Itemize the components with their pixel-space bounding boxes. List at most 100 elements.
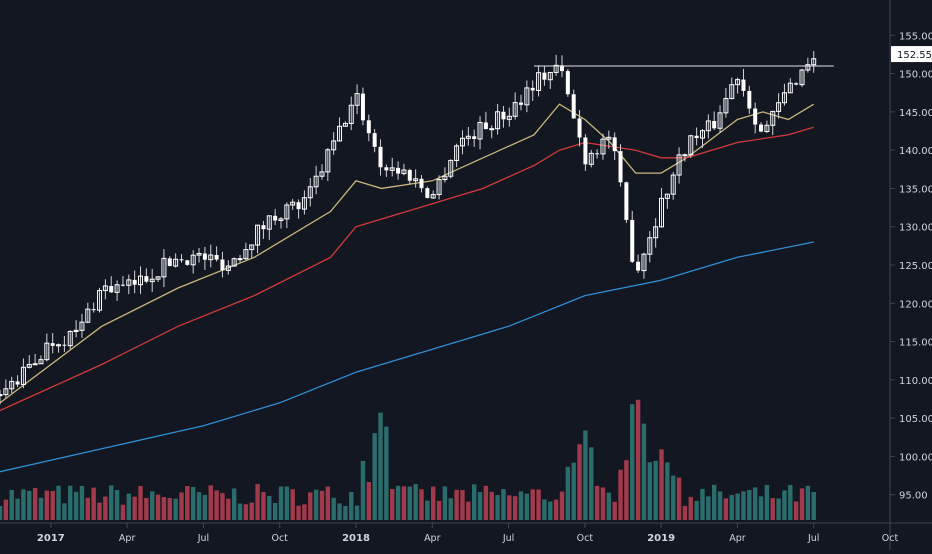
candle-body-up	[647, 237, 653, 255]
volume-bar	[150, 491, 155, 520]
volume-bar	[226, 498, 231, 520]
candle-body-down	[91, 309, 96, 311]
candle-body-up	[682, 154, 688, 157]
candle-body-down	[530, 87, 535, 91]
volume-bar	[132, 496, 137, 520]
volume-bar	[231, 488, 237, 520]
candle-body-down	[759, 124, 764, 132]
volume-bar	[202, 494, 208, 520]
volume-bar	[764, 484, 770, 520]
candle-body-up	[342, 122, 348, 127]
volume-bar	[536, 489, 541, 520]
volume-bar	[542, 499, 547, 520]
candle-body-up	[448, 159, 454, 177]
x-tick-label: Oct	[882, 533, 899, 544]
volume-bar	[296, 505, 301, 520]
x-tick-label: Jul	[197, 533, 209, 544]
x-tick-label: 2018	[342, 533, 370, 544]
candle-body-up	[664, 193, 670, 199]
candle-body-down	[501, 111, 506, 120]
volume-bar	[671, 475, 676, 520]
candle-body-down	[50, 343, 55, 346]
volume-bar	[483, 485, 489, 520]
volume-bar	[384, 426, 389, 520]
volume-bar	[501, 489, 506, 520]
candle-body-up	[676, 154, 682, 176]
candle-body-up	[465, 135, 471, 139]
moving-average-line	[0, 126, 814, 412]
volume-bar	[208, 485, 213, 520]
candle-body-up	[196, 253, 202, 256]
candle-body-up	[811, 58, 817, 66]
candle-body-down	[577, 118, 582, 138]
candle-body-up	[225, 265, 231, 271]
volume-bar	[21, 489, 26, 520]
candle-body-down	[559, 65, 564, 72]
volume-bar	[68, 485, 73, 520]
volume-bar	[793, 501, 799, 520]
candle-body-down	[109, 285, 114, 293]
volume-bar	[431, 486, 436, 520]
volume-bar	[770, 498, 775, 520]
volume-bar	[741, 491, 746, 520]
candle-body-up	[348, 104, 354, 124]
volume-bar	[278, 486, 284, 520]
candle-body-down	[396, 167, 401, 174]
volume-bar	[378, 412, 383, 520]
volume-bar	[214, 490, 219, 520]
candle-body-up	[149, 278, 155, 283]
last-price-label: 152.55	[897, 50, 932, 61]
candle-body-down	[214, 254, 219, 260]
volume-bar	[448, 498, 453, 520]
volume-bar	[711, 484, 717, 520]
x-tick-label: Oct	[577, 533, 594, 544]
x-tick-label: Jul	[807, 533, 819, 544]
y-tick-label: 150.00	[899, 70, 932, 81]
volume-bar	[752, 487, 758, 520]
candle-body-up	[776, 102, 782, 112]
volume-bar	[688, 496, 693, 520]
x-tick-label: Apr	[729, 533, 746, 544]
volume-bar	[50, 490, 55, 520]
candle-body-down	[419, 178, 424, 189]
candle-body-up	[44, 342, 50, 361]
volume-bar	[319, 490, 325, 520]
candle-body-up	[442, 175, 448, 181]
volume-bar	[302, 504, 307, 520]
candle-body-up	[137, 275, 143, 286]
volume-bar	[313, 489, 319, 520]
volume-bar	[700, 488, 705, 520]
volume-bar	[190, 487, 196, 520]
volume-bar	[413, 484, 418, 520]
candle-body-down	[618, 151, 623, 183]
candle-body-up	[653, 226, 659, 239]
volume-bar	[729, 495, 734, 520]
candle-body-down	[273, 215, 278, 221]
y-tick-label: 130.00	[899, 223, 932, 234]
candle-body-up	[3, 388, 9, 396]
candle-body-down	[636, 261, 641, 271]
moving-average-line	[0, 241, 814, 473]
candle-body-up	[770, 110, 776, 126]
candle-body-up	[20, 366, 26, 386]
candle-body-down	[62, 344, 67, 346]
candle-body-up	[208, 254, 214, 261]
volume-bar	[799, 488, 805, 520]
volume-bar	[419, 489, 424, 520]
candlesticks	[0, 51, 817, 405]
candle-body-up	[155, 276, 161, 280]
volume-bar	[0, 505, 3, 520]
volume-bar	[682, 505, 688, 520]
volume-bar	[73, 491, 79, 520]
y-tick-label: 100.00	[899, 452, 932, 463]
volume-bar	[518, 491, 524, 520]
volume-bar	[606, 492, 612, 520]
volume-bar	[512, 496, 518, 520]
candle-body-up	[729, 84, 735, 99]
volume-bar	[32, 488, 38, 520]
volume-bar	[811, 492, 816, 520]
volume-bar	[91, 487, 96, 520]
